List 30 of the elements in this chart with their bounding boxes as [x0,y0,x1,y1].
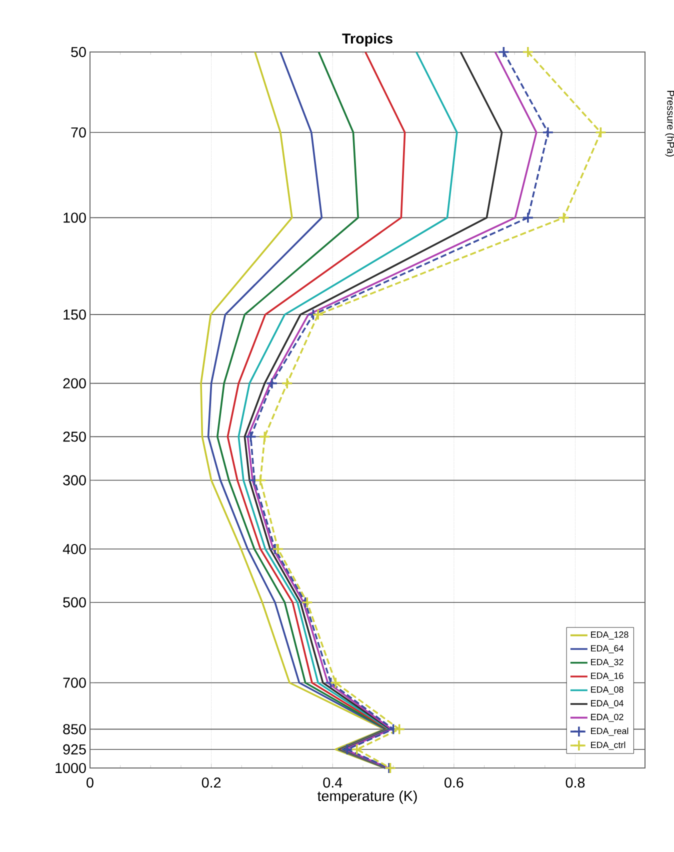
x-tick-label: 0.8 [566,778,585,788]
y-tick-label: 850 [63,724,86,734]
legend-label: EDA_real [591,728,628,736]
y-tick-label: 925 [63,744,86,754]
y-axis-title: Pressure (hPa) [665,90,674,156]
y-tick-label: 300 [63,475,86,486]
y-tick-label: 400 [62,544,86,554]
x-tick-label: 0.4 [323,778,342,788]
y-tick-label: 50 [71,46,86,58]
y-tick-label: 700 [63,678,86,688]
y-tick-label: 250 [63,432,86,442]
y-tick-label: 500 [63,597,86,608]
y-tick-label: 150 [64,310,86,320]
legend-label: EDA_128 [591,631,628,640]
legend-label: EDA_02 [591,714,624,722]
legend-label: EDA_ctrl [591,742,626,750]
x-tick-label: 0 [86,778,94,788]
legend-label: EDA_32 [591,658,624,667]
x-axis-title: temperature (K) [317,790,417,804]
y-tick-label: 70 [71,127,86,138]
chart-title: Tropics [342,33,392,47]
x-tick-label: 0.2 [202,778,221,788]
x-tick-label: 0.6 [444,778,464,788]
y-tick-label: 1000 [56,762,86,774]
y-tick-label: 200 [63,378,86,388]
legend-label: EDA_04 [591,700,624,708]
y-tick-label: 100 [64,212,86,223]
legend-label: EDA_16 [591,672,624,681]
legend-label: EDA_08 [591,686,624,694]
legend-label: EDA_64 [591,645,624,654]
